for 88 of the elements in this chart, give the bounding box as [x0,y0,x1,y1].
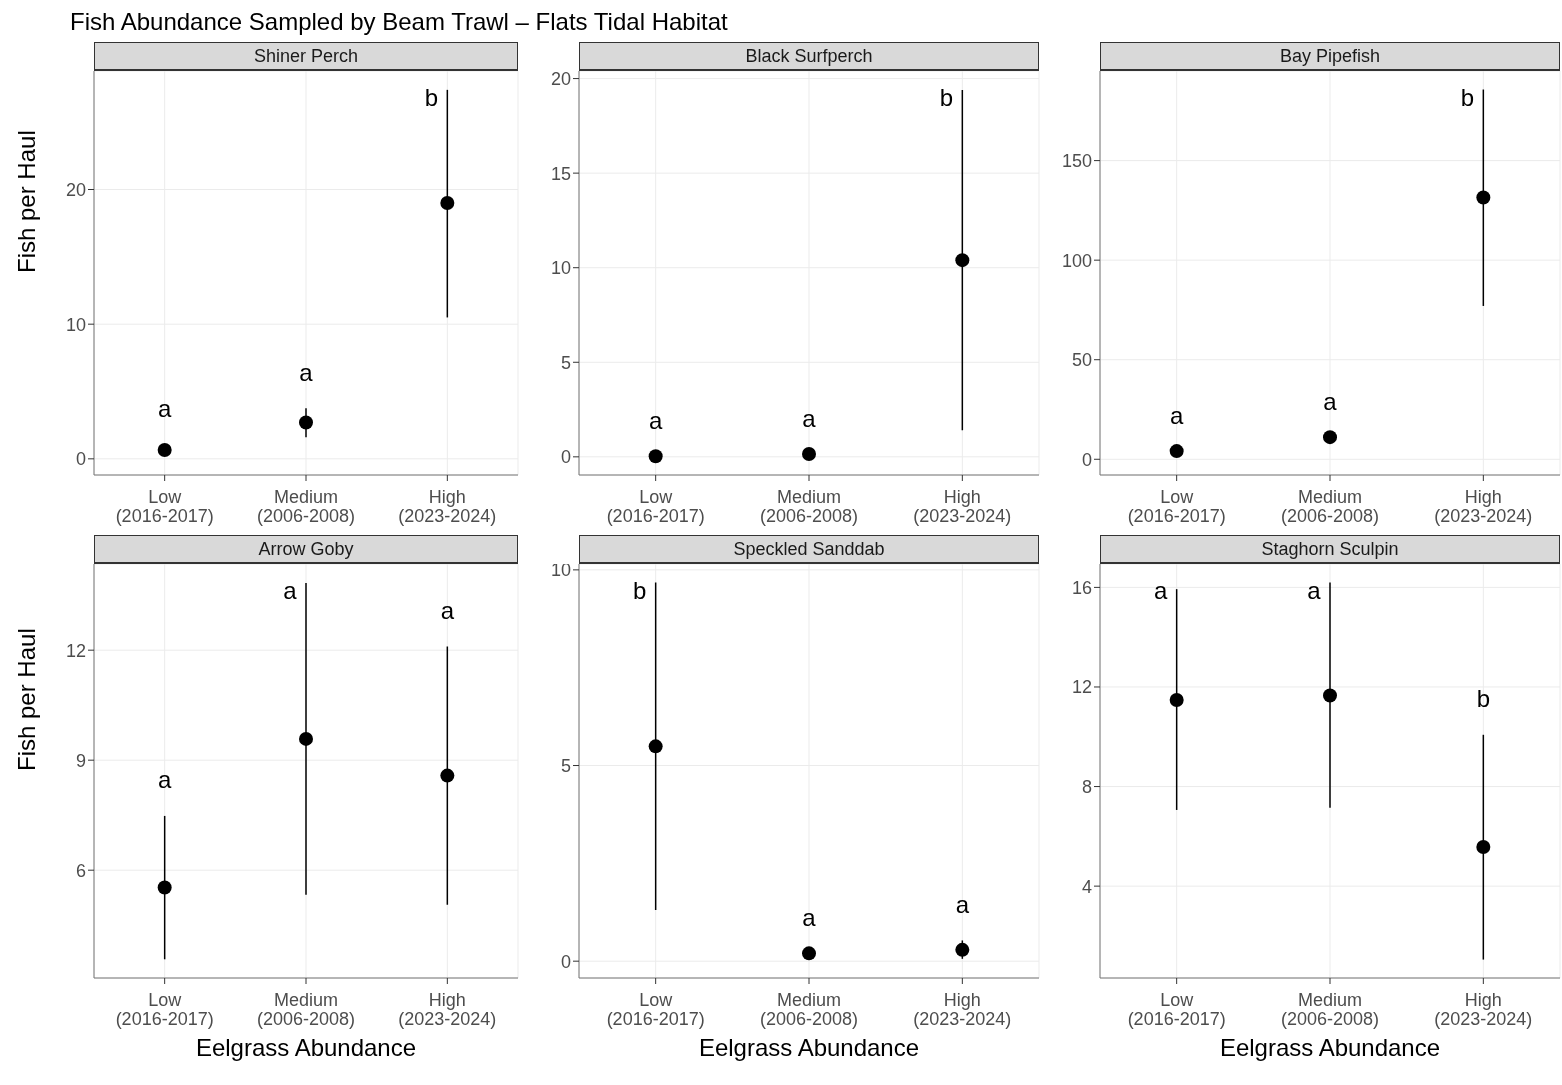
y-axis-title: Fish per Haul [12,628,40,771]
x-tick-label: Medium (2006-2008) [759,487,859,527]
x-tick-label: Low (2016-2017) [606,487,705,527]
y-tick-label: 0 [560,447,571,468]
x-tick-label: Low (2016-2017) [1127,990,1226,1030]
y-tick-label: 0 [75,449,86,470]
y-tick-label: 150 [1061,150,1092,171]
point [648,449,663,464]
x-tick-label: High (2023-2024) [398,990,497,1030]
y-tick-label: 20 [65,179,86,200]
annotation: a [648,406,663,434]
y-tick-label: 16 [1071,577,1092,598]
chart-title: Arrow Goby [94,535,518,564]
chart-title: Bay Pipefish [1100,42,1560,71]
annotation: b [424,83,439,111]
chart-title: Staghorn Sculpin [1100,535,1560,564]
x-tick-label: High (2023-2024) [913,990,1012,1030]
annotation: b [632,576,647,604]
annotation: a [1323,387,1338,415]
point [440,195,455,210]
point [802,447,816,462]
point [1476,840,1491,855]
x-tick-label: Medium (2006-2008) [256,990,356,1030]
y-tick-label: 100 [1061,250,1092,271]
x-tick-label: High (2023-2024) [913,487,1012,527]
chart-title: Speckled Sanddab [579,535,1039,564]
y-axis-title: Fish per Haul [12,130,40,273]
x-tick-label: Medium (2006-2008) [759,990,859,1030]
y-tick-label: 0 [1081,449,1092,470]
x-axis-title: Eelgrass Abundance [195,1034,417,1061]
x-tick-label: Low (2016-2017) [1127,487,1226,527]
x-tick-label: High (2023-2024) [1434,990,1533,1030]
x-axis-title: Eelgrass Abundance [1219,1034,1441,1061]
y-tick-label: 0 [560,951,571,972]
x-tick-label: High (2023-2024) [398,487,497,527]
y-tick-label: 9 [75,750,86,771]
x-axis-title: Eelgrass Abundance [698,1034,920,1061]
y-tick-label: 10 [550,258,571,279]
annotation: a [157,394,172,422]
point [157,880,172,895]
y-tick-label: 12 [65,640,86,661]
annotation: b [939,83,954,111]
y-tick-label: 6 [75,860,86,881]
annotation: a [299,358,314,386]
x-tick-label: Low (2016-2017) [606,990,705,1030]
annotation: a [1307,576,1322,604]
y-tick-label: 15 [550,163,571,184]
x-tick-label: High (2023-2024) [1434,487,1533,527]
x-tick-label: Medium (2006-2008) [1280,487,1380,527]
y-tick-label: 20 [550,68,571,89]
annotation: a [802,404,817,432]
x-tick-label: Medium (2006-2008) [256,487,356,527]
annotation: a [1153,576,1168,604]
chart-title: Shiner Perch [94,42,518,71]
x-tick-label: Medium (2006-2008) [1280,990,1380,1030]
chart-title: Black Surfperch [579,42,1039,71]
point [1476,190,1491,205]
annotation: a [1169,401,1184,429]
point [299,731,313,746]
annotation: a [440,597,455,625]
annotation: a [955,890,970,918]
y-tick-label: 50 [1071,350,1092,371]
point [1323,688,1337,703]
point [299,415,313,430]
point [1169,444,1184,459]
point [157,442,172,457]
text: Fish Abundance Sampled by Beam Trawl – Flats Tidal Habitat [70,8,728,36]
y-tick-label: 10 [65,314,86,335]
y-tick-label: 5 [560,352,571,373]
y-tick-label: 5 [560,755,571,776]
point [648,739,663,754]
point [955,942,970,957]
x-tick-label: Low (2016-2017) [115,487,214,527]
y-tick-label: 8 [1081,776,1092,797]
y-tick-label: 12 [1071,677,1092,698]
point [440,768,455,783]
y-tick-label: 4 [1081,876,1092,897]
point [802,946,816,961]
annotation: a [802,903,817,931]
x-tick-label: Low (2016-2017) [115,990,214,1030]
annotation: b [1460,83,1475,111]
point [1169,692,1184,707]
point [955,253,970,268]
y-tick-label: 10 [550,560,571,581]
annotation: a [157,766,172,794]
annotation: a [283,576,298,604]
annotation: b [1476,685,1491,713]
point [1323,430,1337,445]
